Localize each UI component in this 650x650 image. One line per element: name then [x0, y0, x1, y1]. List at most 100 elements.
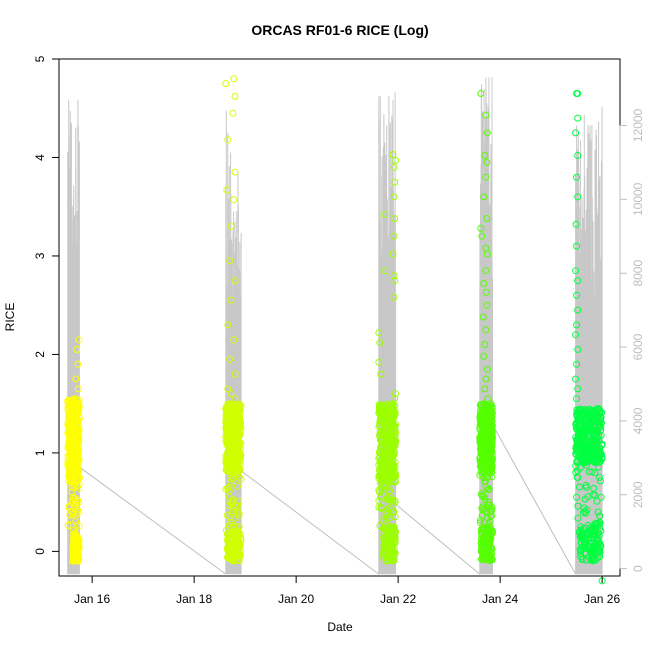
- rice-point: [75, 539, 83, 547]
- rice-point: [583, 419, 591, 427]
- rice-point: [482, 173, 490, 181]
- rice-point: [390, 293, 398, 301]
- rice-point: [224, 442, 232, 450]
- rice-point: [583, 461, 591, 469]
- rice-point: [479, 313, 487, 321]
- rice-point: [375, 358, 383, 366]
- rice-point: [483, 301, 491, 309]
- rice-point: [222, 526, 230, 534]
- rice-point: [481, 152, 489, 159]
- rice-point: [593, 433, 601, 441]
- rice-point: [590, 528, 598, 535]
- rice-point: [589, 412, 597, 419]
- rice-point: [597, 477, 604, 485]
- rice-point: [226, 355, 234, 363]
- rice-point: [390, 232, 398, 240]
- rice-point: [237, 417, 245, 425]
- rice-point: [224, 501, 232, 509]
- y-tick-label: 1: [33, 449, 47, 456]
- altitude-lines: [67, 77, 603, 575]
- rice-point: [235, 510, 243, 518]
- rice-point: [595, 437, 603, 445]
- rice-point: [74, 405, 81, 413]
- rice-point: [585, 435, 592, 443]
- rice-point: [385, 487, 392, 495]
- rice-point: [572, 331, 580, 339]
- rice-point: [587, 540, 595, 548]
- rice-point: [237, 402, 245, 410]
- rice-point: [227, 390, 235, 398]
- rice-point: [579, 425, 587, 432]
- rice-point: [224, 385, 232, 393]
- rice-point: [233, 439, 241, 447]
- rice-point: [234, 464, 242, 472]
- x-tick-label: Jan 26: [584, 592, 620, 606]
- rice-point: [382, 426, 390, 434]
- rice-point: [379, 450, 387, 458]
- rice-point: [222, 80, 230, 88]
- rice-point: [595, 458, 603, 466]
- rice-point: [574, 474, 582, 481]
- y-tick-label: 3: [33, 252, 47, 259]
- rice-point: [590, 484, 598, 492]
- rice-point: [572, 220, 580, 228]
- rice-point: [584, 521, 592, 529]
- rice-point: [573, 173, 581, 181]
- rice-point: [388, 416, 396, 424]
- rice-point: [232, 423, 240, 431]
- rice-point: [487, 463, 494, 471]
- rice-point: [65, 477, 73, 485]
- rice-point: [486, 557, 494, 565]
- rice-point: [226, 470, 234, 478]
- rice-point: [225, 483, 233, 491]
- rice-point: [577, 531, 585, 539]
- rice-point: [572, 443, 580, 451]
- rice-point: [389, 151, 397, 158]
- rice-point: [573, 321, 581, 329]
- rice-point: [69, 460, 77, 468]
- rice-point: [71, 532, 79, 540]
- rice-point: [72, 434, 80, 442]
- rice-point: [577, 526, 585, 534]
- rice-point: [385, 439, 393, 446]
- rice-point: [391, 395, 399, 403]
- rice-point: [235, 473, 243, 481]
- rice-point: [224, 136, 232, 144]
- rice-point: [573, 291, 581, 299]
- rice-point: [597, 493, 605, 501]
- rice-point: [488, 556, 495, 564]
- rice-point: [483, 215, 491, 222]
- rice-point: [595, 463, 603, 471]
- y2-tick-label: 0: [631, 565, 645, 572]
- rice-point: [231, 92, 239, 100]
- rice-point: [573, 395, 581, 403]
- plot-frame: [58, 58, 621, 577]
- rice-point: [69, 531, 77, 539]
- rice-point: [390, 428, 398, 436]
- rice-point: [485, 498, 493, 506]
- rice-point: [380, 538, 388, 546]
- rice-point: [594, 520, 602, 527]
- rice-point: [64, 522, 72, 530]
- rice-points: [64, 75, 606, 585]
- rice-point: [235, 404, 243, 411]
- rice-point: [596, 448, 604, 455]
- rice-point: [223, 451, 231, 459]
- altitude-transit-line: [238, 468, 380, 575]
- rice-point: [581, 407, 588, 415]
- rice-point: [480, 474, 488, 481]
- rice-point: [237, 440, 245, 447]
- rice-point: [579, 440, 587, 447]
- rice-point: [481, 341, 489, 349]
- rice-point: [74, 496, 82, 504]
- rice-point: [231, 552, 239, 560]
- rice-point: [574, 277, 582, 285]
- rice-point: [584, 454, 591, 462]
- rice-point: [67, 417, 75, 425]
- rice-point: [482, 288, 490, 296]
- rice-point: [65, 472, 73, 480]
- x-tick-label: Jan 16: [74, 592, 110, 606]
- rice-point: [226, 257, 234, 265]
- rice-point: [381, 416, 388, 424]
- rice-point: [481, 385, 489, 393]
